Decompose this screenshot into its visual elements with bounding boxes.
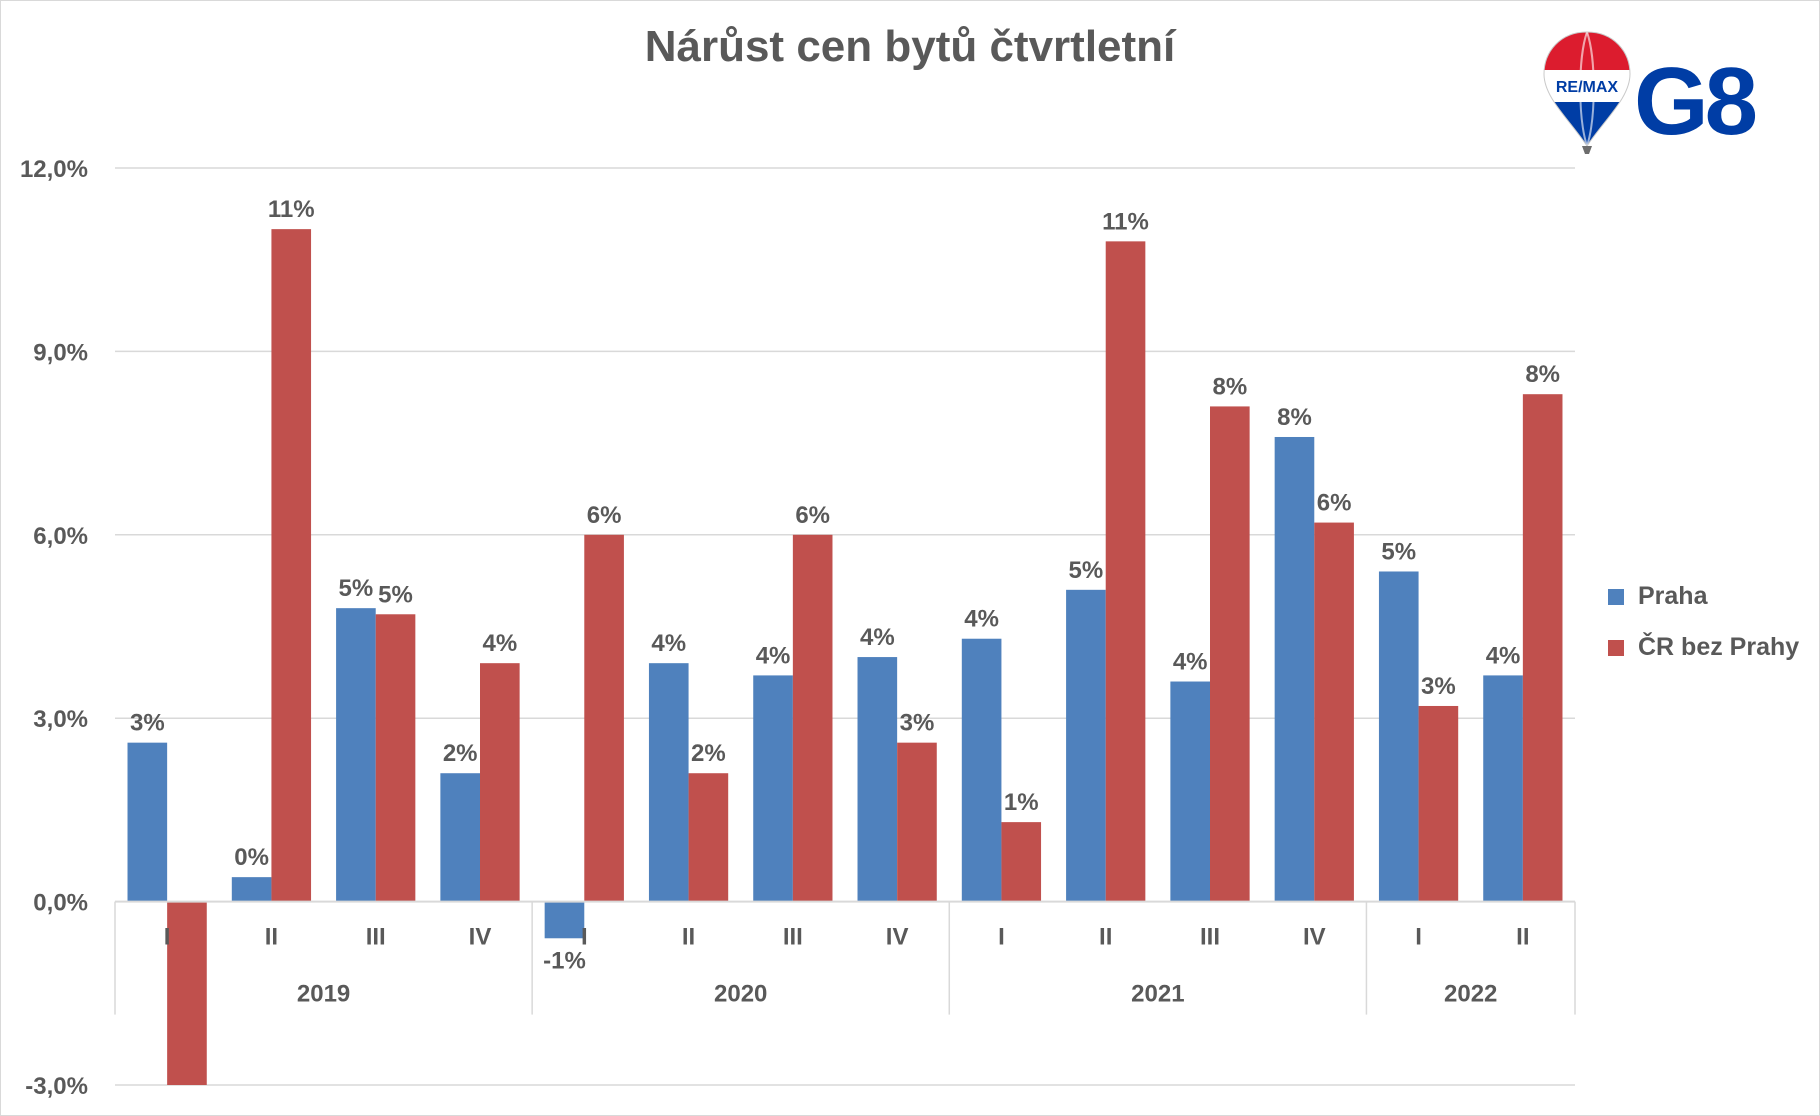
- data-label: -1%: [543, 947, 586, 974]
- x-tick-label-quarter: II: [682, 924, 695, 951]
- data-label: 3%: [900, 710, 935, 737]
- data-label: 0%: [234, 844, 269, 871]
- bar-cr-bez-prahy: [1210, 406, 1250, 902]
- data-label: 3%: [130, 710, 165, 737]
- legend-label-cr-bez-prahy: ČR bez Prahy: [1638, 633, 1800, 661]
- bar-cr-bez-prahy: [375, 614, 416, 902]
- legend-item-cr-bez-prahy[interactable]: ČR bez Prahy: [1608, 633, 1799, 662]
- data-label: 5%: [1381, 538, 1416, 565]
- y-tick-label: 6,0%: [33, 523, 88, 550]
- data-label: 2%: [443, 740, 478, 767]
- x-tick-label-quarter: II: [1516, 924, 1529, 951]
- x-tick-label-year: 2021: [1131, 981, 1184, 1008]
- logo-brand-text: G8: [1634, 48, 1756, 155]
- data-label: 8%: [1212, 373, 1247, 400]
- data-label: 5%: [1069, 557, 1104, 584]
- remax-g8-logo: RE/MAX G8: [1543, 31, 1760, 155]
- balloon-icon: RE/MAX: [1543, 31, 1631, 154]
- bar-praha: [648, 663, 689, 902]
- x-tick-label-year: 2022: [1444, 981, 1497, 1008]
- bar-praha: [961, 638, 1002, 902]
- bar-praha: [1066, 589, 1106, 902]
- bar-cr-bez-prahy: [167, 901, 207, 1085]
- y-tick-label: 3,0%: [33, 706, 88, 733]
- x-tick-label-quarter: I: [998, 924, 1005, 951]
- bar-praha: [440, 773, 480, 902]
- data-label: 8%: [1277, 404, 1312, 431]
- bar-praha: [1378, 571, 1419, 902]
- bar-praha: [1483, 675, 1523, 902]
- gridlines: [115, 167, 1575, 1086]
- data-label: 4%: [860, 624, 895, 651]
- x-tick-label-year: 2019: [297, 981, 350, 1008]
- data-label: 1%: [1004, 789, 1039, 816]
- x-tick-label-quarter: IV: [886, 924, 909, 951]
- y-tick-label: 0,0%: [33, 890, 88, 917]
- bar-cr-bez-prahy: [897, 742, 937, 902]
- bar-praha: [857, 657, 898, 902]
- data-label: 8%: [1525, 361, 1560, 388]
- data-label: 5%: [339, 575, 374, 602]
- bar-cr-bez-prahy: [1105, 241, 1146, 902]
- x-tick-label-quarter: II: [1099, 924, 1112, 951]
- y-tick-label: 12,0%: [20, 156, 88, 183]
- data-label: 11%: [1102, 208, 1149, 235]
- legend-item-praha[interactable]: Praha: [1608, 582, 1799, 611]
- legend-label-praha: Praha: [1638, 582, 1708, 610]
- bar-praha: [336, 608, 376, 902]
- data-label: 6%: [587, 502, 622, 529]
- x-tick-label-quarter: III: [366, 924, 386, 951]
- data-label: 4%: [1173, 649, 1208, 676]
- y-tick-label: 9,0%: [33, 339, 88, 366]
- data-label: 11%: [268, 196, 315, 223]
- bar-cr-bez-prahy: [1418, 705, 1459, 902]
- x-tick-label-quarter: III: [783, 924, 803, 951]
- bar-cr-bez-prahy: [688, 773, 729, 902]
- bar-cr-bez-prahy: [480, 663, 520, 902]
- x-tick-label-quarter: III: [1200, 924, 1220, 951]
- legend-swatch-cr-bez-prahy: [1608, 639, 1624, 656]
- x-tick-label-quarter: IV: [1303, 924, 1326, 951]
- bar-praha: [127, 742, 168, 902]
- x-tick-label-quarter: I: [164, 924, 171, 951]
- logo-balloon-text: RE/MAX: [1556, 79, 1619, 96]
- chart-title: Nárůst cen bytů čtvrtletní: [644, 22, 1176, 71]
- bar-cr-bez-prahy: [1522, 394, 1563, 902]
- data-label: 2%: [691, 740, 726, 767]
- data-label: 4%: [1486, 642, 1521, 669]
- legend-swatch-praha: [1608, 588, 1624, 605]
- x-tick-label-quarter: II: [265, 924, 278, 951]
- y-tick-label: -3,0%: [25, 1073, 88, 1100]
- x-tick-label-quarter: I: [1415, 924, 1422, 951]
- bar-praha: [231, 877, 272, 902]
- data-label: 4%: [482, 630, 517, 657]
- legend: Praha ČR bez Prahy: [1608, 582, 1799, 684]
- x-tick-label-quarter: IV: [469, 924, 492, 951]
- bar-praha: [544, 901, 585, 939]
- bar-praha: [1274, 436, 1315, 902]
- x-tick-label-quarter: I: [581, 924, 588, 951]
- bar-cr-bez-prahy: [271, 229, 312, 902]
- data-label: 4%: [651, 630, 686, 657]
- data-label: 6%: [1317, 490, 1352, 517]
- data-labels: 3% 0% 5% 2% -1% 4% 4% 4% 4% 5% 4% 8% 5% 4% 11% 5% 4% 6% 2%…: [130, 196, 1560, 974]
- bars: [127, 229, 1563, 1085]
- bar-cr-bez-prahy: [584, 534, 624, 902]
- data-label: 4%: [964, 606, 999, 633]
- x-tick-label-year: 2020: [714, 981, 767, 1008]
- bar-cr-bez-prahy: [1314, 522, 1354, 902]
- data-label: 3%: [1421, 673, 1456, 700]
- y-axis-ticks: -3,0% 0,0% 3,0% 6,0% 9,0% 12,0%: [20, 156, 88, 1100]
- bar-praha: [1170, 681, 1210, 902]
- bar-praha: [753, 675, 793, 902]
- bar-cr-bez-prahy: [1001, 822, 1042, 902]
- data-label: 4%: [756, 642, 791, 669]
- bar-cr-bez-prahy: [792, 534, 833, 902]
- data-label: 6%: [795, 502, 830, 529]
- data-label: 5%: [378, 581, 413, 608]
